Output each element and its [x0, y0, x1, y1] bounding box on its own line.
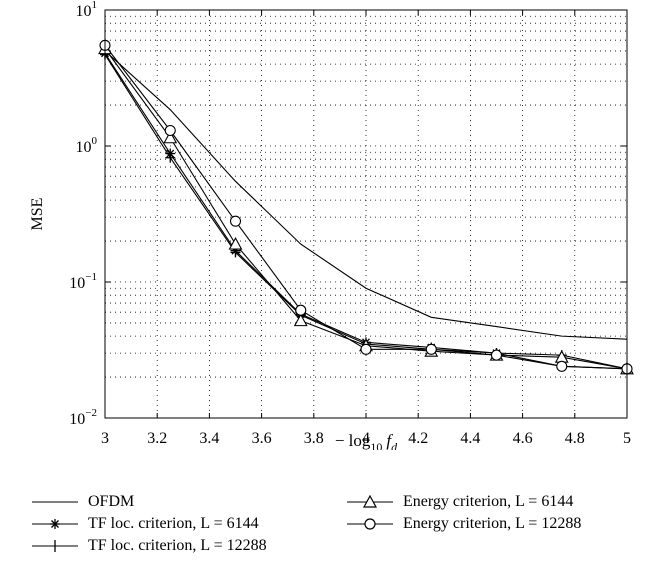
- legend-item-energy-12288: Energy criterion, L = 12288: [345, 514, 581, 534]
- x-tick-label: 3.4: [199, 430, 219, 447]
- legend-swatch-tf-12288: [32, 540, 78, 552]
- x-label-prefix: − log: [335, 431, 371, 450]
- circle-marker-icon: [364, 518, 376, 530]
- y-axis-label: MSE: [29, 198, 46, 231]
- legend-label-energy-12288: Energy criterion, L = 12288: [403, 515, 582, 532]
- x-tick-label: 3.6: [252, 430, 272, 447]
- x-tick-label: 4.4: [460, 430, 480, 447]
- legend-item-energy-6144: Energy criterion, L = 6144: [345, 492, 573, 512]
- legend-label-tf-12288: TF loc. criterion, L = 12288: [88, 537, 267, 554]
- series-line-ofdm: [104, 50, 628, 340]
- legend-item-tf-12288: TF loc. criterion, L = 12288: [30, 536, 267, 556]
- x-label-sub1: 10: [370, 440, 382, 450]
- x-tick-label: 3: [101, 430, 109, 447]
- legend-swatch-energy-12288: [347, 518, 393, 530]
- x-tick-label: 4.8: [565, 430, 585, 447]
- series-ofdm: [104, 50, 628, 340]
- star-marker-icon: [50, 519, 60, 529]
- y-tick-label: 100: [76, 135, 98, 156]
- data-point: [229, 215, 242, 227]
- x-tick-label: 4.6: [513, 430, 533, 447]
- legend-label-ofdm: OFDM: [88, 493, 135, 510]
- data-point: [360, 343, 372, 355]
- data-point: [165, 152, 176, 163]
- y-tick-label: 10−1: [69, 271, 97, 292]
- x-tick-label: 4: [362, 430, 370, 447]
- series-energy-12288: [99, 39, 633, 375]
- legend-swatch-ofdm: [32, 501, 78, 503]
- chart-canvas: 3 3.2 3.4 3.6 3.8 4 4.2 4.4 4.6 4.8 5 10110010−110…: [29, 0, 634, 450]
- x-label-sub2: d: [391, 440, 398, 450]
- legend-item-ofdm: OFDM: [30, 492, 134, 512]
- legend-swatch-energy-6144: [347, 495, 393, 508]
- x-tick-label: 3.8: [304, 430, 324, 447]
- y-tick-label: 10−2: [69, 407, 97, 428]
- grid-lines: [105, 10, 627, 418]
- data-point: [293, 313, 308, 327]
- y-tick-label: 101: [76, 0, 98, 20]
- x-tick-label: 3.2: [147, 430, 167, 447]
- legend-item-tf-6144: TF loc. criterion, L = 6144: [30, 514, 259, 534]
- legend-label-tf-6144: TF loc. criterion, L = 6144: [88, 515, 259, 532]
- data-point: [425, 343, 437, 355]
- x-label-f: f: [386, 431, 393, 450]
- data-point: [556, 360, 568, 372]
- x-tick-labels: 3 3.2 3.4 3.6 3.8 4 4.2 4.4 4.6 4.8 5: [101, 10, 631, 447]
- data-point: [490, 349, 503, 361]
- data-point: [164, 124, 176, 137]
- triangle-marker-icon: [362, 495, 378, 508]
- data-point: [228, 236, 243, 250]
- x-tick-label: 4.2: [408, 430, 428, 447]
- x-axis-label: − log10 fd: [335, 431, 398, 450]
- data-point: [295, 304, 307, 316]
- data-point: [163, 130, 178, 144]
- y-tick-labels: 101 100 10−1 10−2: [69, 0, 627, 428]
- x-tick-label: 5: [623, 430, 631, 447]
- legend-label-energy-6144: Energy criterion, L = 6144: [403, 493, 574, 510]
- legend-swatch-tf-6144: [32, 519, 78, 529]
